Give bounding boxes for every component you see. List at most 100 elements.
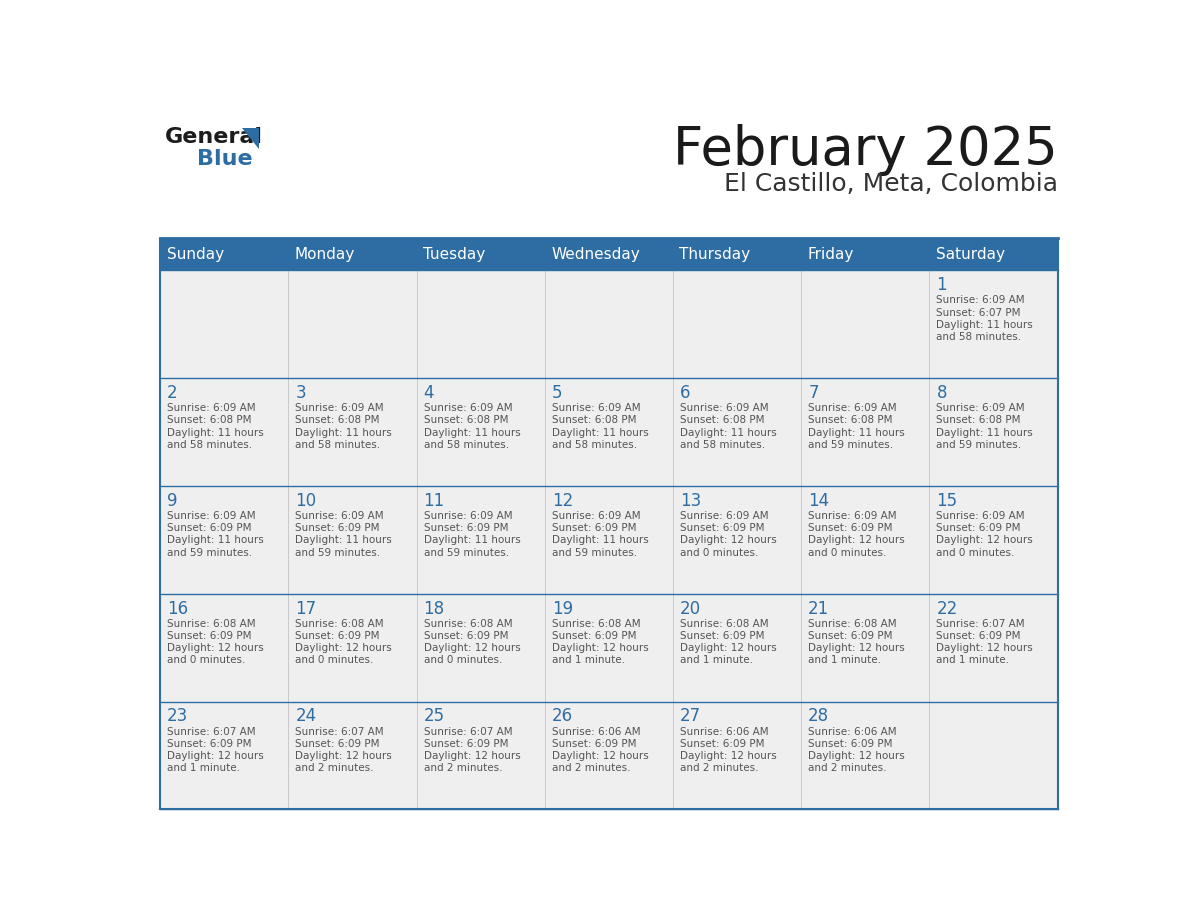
Bar <box>672 378 801 486</box>
Bar <box>289 701 417 810</box>
Text: Daylight: 11 hours: Daylight: 11 hours <box>551 428 649 438</box>
Text: 25: 25 <box>424 708 444 725</box>
Text: Saturday: Saturday <box>936 247 1005 263</box>
Text: 1: 1 <box>936 276 947 294</box>
Text: Sunset: 6:09 PM: Sunset: 6:09 PM <box>424 739 508 749</box>
Text: and 59 minutes.: and 59 minutes. <box>808 440 893 450</box>
Bar <box>929 486 1057 594</box>
Text: 23: 23 <box>168 708 189 725</box>
Polygon shape <box>242 128 259 150</box>
Text: Daylight: 12 hours: Daylight: 12 hours <box>424 644 520 654</box>
Text: Sunrise: 6:07 AM: Sunrise: 6:07 AM <box>936 619 1025 629</box>
Text: and 58 minutes.: and 58 minutes. <box>296 440 380 450</box>
Text: and 0 minutes.: and 0 minutes. <box>936 547 1015 557</box>
Bar <box>672 594 801 701</box>
Text: and 59 minutes.: and 59 minutes. <box>424 547 508 557</box>
Text: Sunset: 6:09 PM: Sunset: 6:09 PM <box>296 739 380 749</box>
Bar <box>417 701 545 810</box>
Text: Daylight: 11 hours: Daylight: 11 hours <box>936 428 1034 438</box>
Text: Sunset: 6:08 PM: Sunset: 6:08 PM <box>168 416 252 425</box>
Text: Daylight: 12 hours: Daylight: 12 hours <box>936 535 1034 545</box>
Bar <box>801 240 929 270</box>
Text: 15: 15 <box>936 492 958 509</box>
Text: Daylight: 12 hours: Daylight: 12 hours <box>168 644 264 654</box>
Text: Sunset: 6:09 PM: Sunset: 6:09 PM <box>680 523 765 533</box>
Text: 10: 10 <box>296 492 316 509</box>
Text: Daylight: 11 hours: Daylight: 11 hours <box>680 428 777 438</box>
Text: Sunset: 6:09 PM: Sunset: 6:09 PM <box>168 631 252 641</box>
Text: Daylight: 11 hours: Daylight: 11 hours <box>808 428 905 438</box>
Bar <box>289 378 417 486</box>
Text: Sunset: 6:08 PM: Sunset: 6:08 PM <box>296 416 380 425</box>
Text: and 0 minutes.: and 0 minutes. <box>296 655 374 666</box>
Bar <box>160 486 289 594</box>
Text: Sunrise: 6:09 AM: Sunrise: 6:09 AM <box>296 403 384 413</box>
Text: and 59 minutes.: and 59 minutes. <box>936 440 1022 450</box>
Bar <box>801 594 929 701</box>
Text: Sunset: 6:09 PM: Sunset: 6:09 PM <box>936 523 1020 533</box>
Text: Sunrise: 6:08 AM: Sunrise: 6:08 AM <box>808 619 897 629</box>
Text: Sunday: Sunday <box>166 247 223 263</box>
Text: Sunset: 6:09 PM: Sunset: 6:09 PM <box>680 739 765 749</box>
Text: Sunset: 6:08 PM: Sunset: 6:08 PM <box>936 416 1020 425</box>
Bar <box>929 270 1057 378</box>
Text: 5: 5 <box>551 384 562 402</box>
Bar <box>160 240 289 270</box>
Text: Sunset: 6:09 PM: Sunset: 6:09 PM <box>296 523 380 533</box>
Text: Daylight: 12 hours: Daylight: 12 hours <box>168 751 264 761</box>
Bar <box>417 270 545 378</box>
Text: Sunrise: 6:06 AM: Sunrise: 6:06 AM <box>551 727 640 736</box>
Bar <box>929 594 1057 701</box>
Text: Sunrise: 6:08 AM: Sunrise: 6:08 AM <box>168 619 255 629</box>
Text: Thursday: Thursday <box>680 247 751 263</box>
Text: Monday: Monday <box>295 247 355 263</box>
Text: Sunset: 6:08 PM: Sunset: 6:08 PM <box>551 416 637 425</box>
Text: Daylight: 12 hours: Daylight: 12 hours <box>551 751 649 761</box>
Text: and 1 minute.: and 1 minute. <box>551 655 625 666</box>
Text: Sunset: 6:09 PM: Sunset: 6:09 PM <box>936 631 1020 641</box>
Text: and 2 minutes.: and 2 minutes. <box>551 763 631 773</box>
Text: 12: 12 <box>551 492 573 509</box>
Text: Sunrise: 6:09 AM: Sunrise: 6:09 AM <box>424 511 512 521</box>
Text: Sunrise: 6:09 AM: Sunrise: 6:09 AM <box>936 403 1025 413</box>
Text: Daylight: 12 hours: Daylight: 12 hours <box>808 751 905 761</box>
Bar <box>160 378 289 486</box>
Text: Daylight: 12 hours: Daylight: 12 hours <box>936 644 1034 654</box>
Bar <box>417 240 545 270</box>
Bar <box>672 701 801 810</box>
Bar <box>417 486 545 594</box>
Text: Sunset: 6:09 PM: Sunset: 6:09 PM <box>296 631 380 641</box>
Text: Daylight: 12 hours: Daylight: 12 hours <box>808 644 905 654</box>
Text: and 1 minute.: and 1 minute. <box>808 655 881 666</box>
Text: El Castillo, Meta, Colombia: El Castillo, Meta, Colombia <box>723 172 1057 196</box>
Text: Sunset: 6:09 PM: Sunset: 6:09 PM <box>551 631 637 641</box>
Text: Sunrise: 6:09 AM: Sunrise: 6:09 AM <box>168 511 255 521</box>
Text: Daylight: 12 hours: Daylight: 12 hours <box>551 644 649 654</box>
Text: Sunset: 6:09 PM: Sunset: 6:09 PM <box>424 523 508 533</box>
Text: and 59 minutes.: and 59 minutes. <box>296 547 380 557</box>
Text: Sunrise: 6:08 AM: Sunrise: 6:08 AM <box>296 619 384 629</box>
Text: Sunset: 6:09 PM: Sunset: 6:09 PM <box>808 631 892 641</box>
Bar <box>545 270 672 378</box>
Text: Sunset: 6:08 PM: Sunset: 6:08 PM <box>808 416 892 425</box>
Text: 4: 4 <box>424 384 434 402</box>
Text: Daylight: 12 hours: Daylight: 12 hours <box>424 751 520 761</box>
Text: February 2025: February 2025 <box>672 124 1057 176</box>
Text: 26: 26 <box>551 708 573 725</box>
Text: and 0 minutes.: and 0 minutes. <box>680 547 758 557</box>
Bar <box>289 594 417 701</box>
Text: and 2 minutes.: and 2 minutes. <box>296 763 374 773</box>
Text: Sunrise: 6:09 AM: Sunrise: 6:09 AM <box>424 403 512 413</box>
Text: Daylight: 12 hours: Daylight: 12 hours <box>296 751 392 761</box>
Text: Sunrise: 6:08 AM: Sunrise: 6:08 AM <box>424 619 512 629</box>
Bar <box>801 270 929 378</box>
Text: and 58 minutes.: and 58 minutes. <box>936 332 1022 341</box>
Text: and 58 minutes.: and 58 minutes. <box>168 440 252 450</box>
Text: 13: 13 <box>680 492 701 509</box>
Text: Sunset: 6:09 PM: Sunset: 6:09 PM <box>680 631 765 641</box>
Bar <box>801 701 929 810</box>
Bar <box>545 378 672 486</box>
Text: 21: 21 <box>808 599 829 618</box>
Text: Blue: Blue <box>197 149 253 169</box>
Bar <box>417 378 545 486</box>
